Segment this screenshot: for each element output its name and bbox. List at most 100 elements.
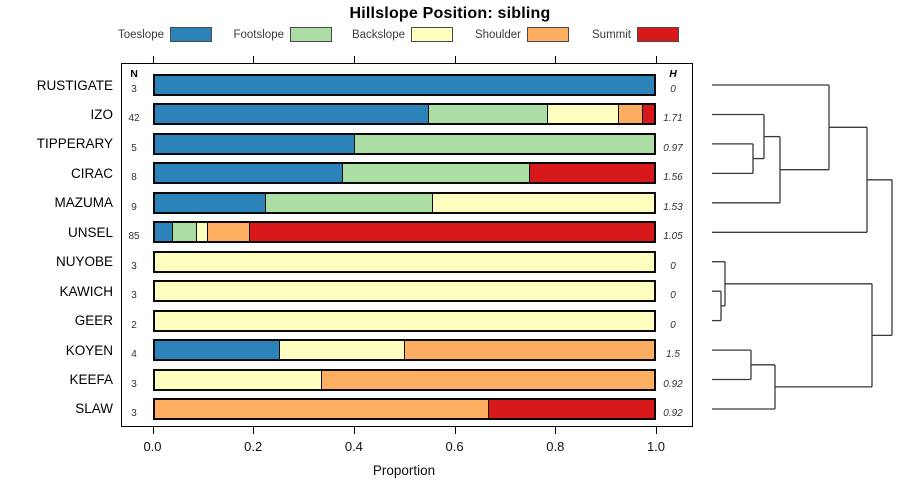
- bar-row-nuyobe: [152, 250, 656, 273]
- bar-row-koyen: [152, 339, 656, 362]
- row-label-cirac: CIRAC: [70, 165, 113, 181]
- row-label-mazuma: MAZUMA: [54, 195, 114, 211]
- h-value: 1.05: [663, 231, 683, 243]
- x-tick-label: 0.0: [143, 439, 162, 454]
- h-value: 1.53: [663, 201, 683, 213]
- bar-row-geer: [152, 309, 656, 332]
- bar-segment-backslope: [154, 252, 654, 271]
- n-value: 42: [128, 113, 140, 125]
- top-axis-tick: [152, 55, 154, 63]
- bar-segment-toeslope: [154, 164, 342, 183]
- h-value: 0: [670, 260, 676, 272]
- h-value: 0.92: [663, 407, 683, 419]
- row-label-unsel: UNSEL: [67, 224, 113, 240]
- bar-row-kawich: [152, 280, 656, 303]
- legend-label-toeslope: Toeslope: [117, 29, 164, 41]
- top-axis-tick: [454, 55, 456, 63]
- n-value: 9: [131, 201, 137, 213]
- bottom-axis-tick: [454, 427, 456, 434]
- row-label-geer: GEER: [74, 313, 113, 329]
- h-column-header: H: [669, 68, 677, 80]
- x-tick-label: 0.4: [344, 439, 363, 454]
- row-label-kawich: KAWICH: [59, 283, 114, 299]
- row-label-izo: IZO: [90, 106, 114, 122]
- top-axis-tick: [656, 55, 658, 63]
- row-label-slaw: SLAW: [75, 401, 113, 417]
- bar-segment-backslope: [279, 341, 405, 360]
- bar-row-keefa: [152, 368, 656, 391]
- row-label-nuyobe: NUYOBE: [55, 254, 113, 270]
- bar-segment-backslope: [154, 370, 321, 389]
- bar-segment-footslope: [172, 223, 196, 242]
- bar-segment-summit: [248, 223, 654, 242]
- top-axis-tick: [253, 55, 255, 63]
- row-label-koyen: KOYEN: [65, 342, 113, 358]
- n-value: 3: [131, 407, 137, 419]
- h-value: 1.71: [663, 113, 683, 125]
- h-value: 1.5: [666, 349, 680, 361]
- row-label-rustigate: RUSTIGATE: [36, 77, 113, 93]
- bar-segment-backslope: [154, 282, 654, 301]
- legend-swatch-shoulder: [527, 27, 569, 42]
- bar-segment-footslope: [428, 105, 547, 124]
- bar-segment-shoulder: [154, 399, 488, 418]
- x-axis-title: Proportion: [372, 463, 436, 478]
- bar-segment-backslope: [432, 193, 654, 212]
- bar-segment-toeslope: [154, 223, 173, 242]
- x-tick-label: 0.2: [244, 439, 263, 454]
- n-value: 3: [131, 290, 137, 302]
- bar-row-mazuma: [152, 191, 656, 214]
- legend-label-summit: Summit: [592, 29, 631, 41]
- bottom-axis-tick: [353, 427, 356, 434]
- legend-swatch-toeslope: [170, 27, 212, 42]
- legend-label-footslope: Footslope: [233, 29, 284, 41]
- h-value: 0: [670, 319, 676, 331]
- bar-segment-toeslope: [154, 193, 266, 212]
- bar-segment-backslope: [195, 223, 208, 242]
- n-value: 85: [128, 231, 140, 243]
- x-tick-label: 0.8: [546, 439, 565, 454]
- h-value: 0.97: [663, 142, 683, 154]
- row-label-tipperary: TIPPERARY: [36, 136, 113, 152]
- bar-segment-summit: [487, 399, 654, 418]
- row-label-keefa: KEEFA: [69, 372, 113, 387]
- bar-row-izo: [152, 103, 656, 126]
- bar-segment-footslope: [341, 164, 530, 183]
- legend-swatch-summit: [637, 27, 679, 42]
- bar-segment-backslope: [546, 105, 619, 124]
- h-value: 0.92: [663, 378, 683, 390]
- n-column-header: N: [130, 68, 138, 80]
- top-axis-tick: [555, 55, 557, 63]
- n-value: 2: [131, 319, 137, 331]
- bottom-axis-tick: [152, 427, 154, 434]
- h-value: 0: [670, 290, 676, 302]
- top-axis-tick: [353, 55, 356, 63]
- bar-segment-toeslope: [154, 105, 429, 124]
- bar-segment-summit: [642, 105, 654, 124]
- bar-segment-shoulder: [207, 223, 249, 242]
- n-value: 4: [131, 349, 137, 361]
- bottom-axis-tick: [253, 427, 255, 434]
- bar-segment-shoulder: [404, 341, 654, 360]
- bar-row-tipperary: [152, 132, 656, 155]
- bar-segment-toeslope: [154, 76, 654, 94]
- x-tick-label: 0.6: [445, 439, 464, 454]
- chart-title: Hillslope Position: sibling: [349, 5, 551, 22]
- bar-segment-footslope: [354, 134, 654, 153]
- bar-row-rustigate: [152, 74, 656, 96]
- h-value: 1.56: [663, 172, 683, 184]
- h-value: 0: [670, 84, 676, 95]
- plot-frame: [120, 62, 693, 427]
- legend-label-backslope: Backslope: [351, 29, 405, 41]
- n-value: 3: [131, 84, 137, 95]
- bar-segment-toeslope: [154, 341, 280, 360]
- bottom-axis-tick: [555, 427, 557, 434]
- bar-segment-footslope: [265, 193, 433, 212]
- bar-segment-backslope: [154, 311, 654, 330]
- n-value: 5: [131, 142, 137, 154]
- bar-segment-summit: [529, 164, 654, 183]
- bottom-axis-tick: [656, 427, 658, 434]
- legend-swatch-backslope: [411, 27, 453, 42]
